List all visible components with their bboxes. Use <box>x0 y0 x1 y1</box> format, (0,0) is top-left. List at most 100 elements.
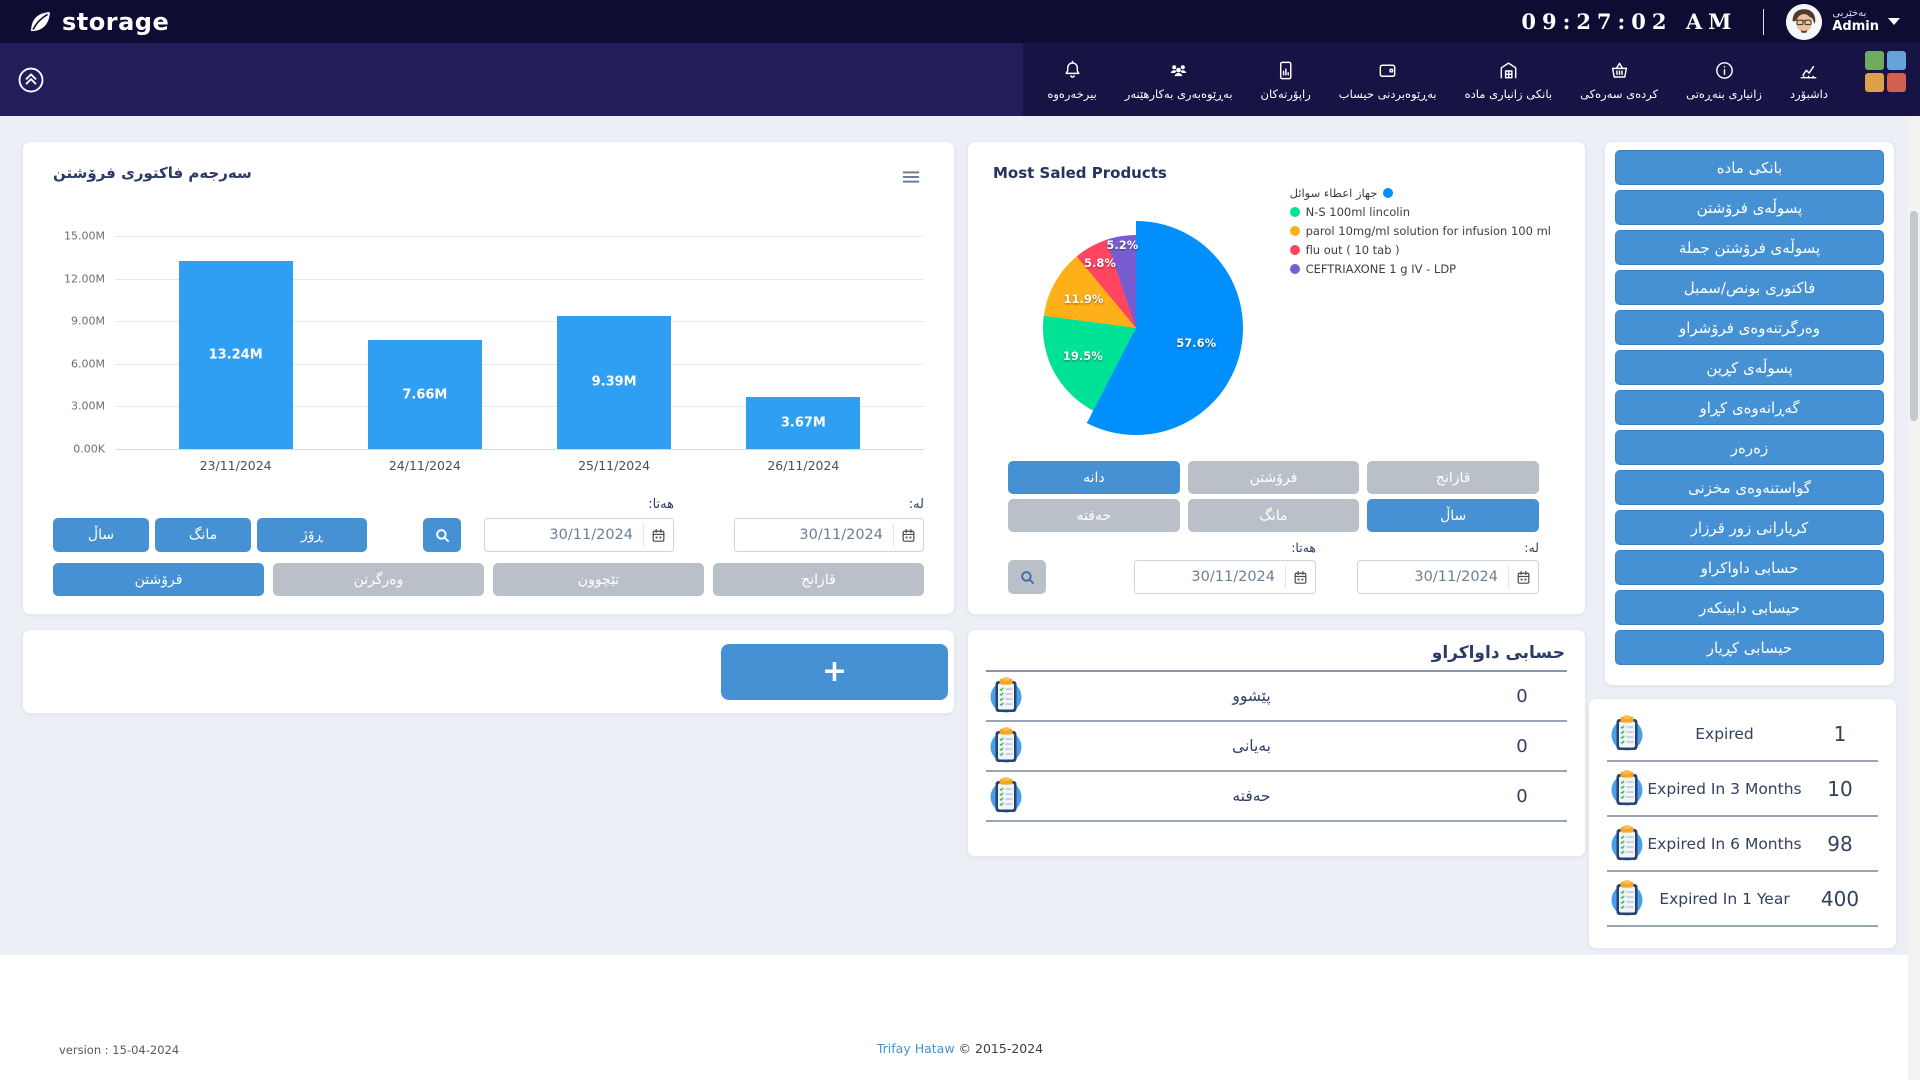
list-item-value: 0 <box>1516 785 1528 807</box>
bar-24-11-2024[interactable]: 7.66M <box>367 340 482 449</box>
clipboard-icon <box>1607 714 1647 754</box>
cost-type-button[interactable]: تێچوون <box>493 563 704 596</box>
from-date-input[interactable]: 30/11/2024 <box>1357 560 1539 594</box>
brand-link[interactable]: Trifay Hataw <box>876 1041 955 1056</box>
legend-item[interactable]: N-S 100ml lincolin <box>1289 205 1551 219</box>
warehouse-icon <box>1497 59 1520 82</box>
y-tick: 12.00M <box>64 272 105 286</box>
clipboard-icon <box>986 776 1026 816</box>
sidebar-item-loss[interactable]: زەرەر <box>1615 430 1884 465</box>
clipboard-icon <box>1607 824 1647 864</box>
bar-26-11-2024[interactable]: 3.67M <box>746 396 861 449</box>
chart-menu-icon[interactable] <box>898 164 924 194</box>
receive-type-button[interactable]: وەرگرتن <box>273 563 484 596</box>
to-date-input[interactable]: 30/11/2024 <box>484 518 674 552</box>
list-item-week[interactable]: حەفتە 0 <box>986 772 1567 822</box>
sidebar-item-requested-account[interactable]: حسابی داواکراو <box>1615 550 1884 585</box>
profit-type-button[interactable]: قازانج <box>713 563 924 596</box>
legend-dot <box>1289 245 1300 255</box>
sales-chart-title: سەرجەم فاکتوری فرۆشتن <box>53 164 252 182</box>
sales-chart-card: سەرجەم فاکتوری فرۆشتن 15.00M 12.00M 9.00… <box>22 141 955 615</box>
sidebar-item-wholesale-invoice[interactable]: پسوڵەی فرۆشتن جملة <box>1615 230 1884 265</box>
username: Admin <box>1832 18 1879 34</box>
sidebar-item-sales-return[interactable]: وەرگرتنەوەی فرۆشراو <box>1615 310 1884 345</box>
y-tick: 0.00K <box>73 442 105 456</box>
nav-item-basic-info[interactable]: زانیاری بنەڕەتی <box>1686 59 1762 101</box>
legend-label: flu out ( 10 tab ) <box>1305 243 1400 257</box>
bar-23-11-2024[interactable]: 13.24M <box>178 261 293 449</box>
sidebar-item-bonus-invoice[interactable]: فاکتوری بونص/سمبل <box>1615 270 1884 305</box>
version-text: version : 15-04-2024 <box>59 1043 180 1057</box>
plot-area: 13.24M 7.66M 9.39M 3.67M <box>115 236 924 450</box>
list-item-expired-3-months[interactable]: Expired In 3 Months 10 <box>1607 762 1878 817</box>
nav-item-main-operations[interactable]: کردەی سەرەکی <box>1580 59 1658 101</box>
calendar-icon <box>1285 566 1315 588</box>
nav-bar: بیرخەرەوە بەڕێوەبەری بەکارهێنەر راپۆرتەک… <box>0 43 1920 116</box>
sidebar-item-debtor-customers[interactable]: کریارانی زور قرزار <box>1615 510 1884 545</box>
nav-item-label: بەڕێوەبردنی حیساب <box>1338 86 1437 101</box>
sidebar-item-material-bank[interactable]: بانکی ماده <box>1615 150 1884 185</box>
nav-item-reports[interactable]: راپۆرتەکان <box>1261 59 1311 101</box>
sidebar-item-purchase-invoice[interactable]: پسوڵەی کڕین <box>1615 350 1884 385</box>
add-button[interactable]: + <box>721 643 948 700</box>
unit-button[interactable]: دانه <box>1008 461 1180 494</box>
nav-item-reminder[interactable]: بیرخەرەوە <box>1047 59 1097 101</box>
legend-item[interactable]: flu out ( 10 tab ) <box>1289 243 1551 257</box>
year-button[interactable]: ساڵ <box>53 518 149 552</box>
sales-type-button[interactable]: فرۆشتن <box>53 563 264 596</box>
search-icon <box>433 526 452 545</box>
legend-item[interactable]: جهاز اعطاء سوائل <box>1290 186 1551 200</box>
collapse-menu-button[interactable] <box>16 65 46 95</box>
pie-legend: جهاز اعطاء سوائل N-S 100ml lincolin paro… <box>1289 186 1551 276</box>
copyright-text: © 2015-2024 <box>958 1041 1044 1056</box>
search-button[interactable] <box>423 518 461 552</box>
pie-slice-label: 5.8% <box>1083 256 1116 271</box>
list-item-expired-6-months[interactable]: Expired In 6 Months 98 <box>1607 817 1878 872</box>
sidebar-item-customer-account[interactable]: حیسابی کڕیار <box>1615 630 1884 665</box>
clock: 09:27:02 AM <box>1521 9 1738 34</box>
dashboard-icon <box>1797 59 1820 82</box>
bar-25-11-2024[interactable]: 9.39M <box>557 315 672 449</box>
nav-item-dashboard[interactable]: داشبۆرد <box>1790 59 1828 101</box>
sidebar-item-purchase-return[interactable]: گەڕانەوەی کڕاو <box>1615 390 1884 425</box>
apps-grid-icon[interactable] <box>1864 50 1908 94</box>
scrollbar-thumb[interactable] <box>1910 211 1918 421</box>
sidebar-item-sales-invoice[interactable]: پسوڵەی فرۆشتن <box>1615 190 1884 225</box>
nav-item-material-bank[interactable]: بانکی زانیاری ماده <box>1465 59 1552 101</box>
list-item-expired-1-year[interactable]: Expired In 1 Year 400 <box>1607 872 1878 927</box>
sales-button[interactable]: فرۆشتن <box>1187 461 1360 494</box>
to-date-label: هەتا: <box>1291 540 1316 555</box>
list-item-tomorrow[interactable]: بەیانی 0 <box>986 722 1567 772</box>
day-button[interactable]: ڕۆژ <box>257 518 367 552</box>
bar-value-label: 7.66M <box>402 387 448 403</box>
most-saled-products-card: Most Saled Products جهاز اعطاء سوائل N-S… <box>967 141 1586 615</box>
pie-chart[interactable]: 57.6% 19.5% 11.9% 5.8% 5.2% <box>1029 221 1243 435</box>
legend-label: parol 10mg/ml solution for infusion 100 … <box>1305 224 1551 238</box>
list-item-previous[interactable]: پێشوو 0 <box>986 672 1567 722</box>
search-button[interactable] <box>1008 560 1046 594</box>
nav-item-account-management[interactable]: بەڕێوەبردنی حیساب <box>1339 59 1437 101</box>
to-date-input[interactable]: 30/11/2024 <box>1134 560 1316 594</box>
sidebar-item-stock-transfer[interactable]: گواستنەوەی مخزنی <box>1615 470 1884 505</box>
nav-item-user-manager[interactable]: بەڕێوەبەری بەکارهێنەر <box>1125 59 1233 101</box>
week-button[interactable]: حەفتە <box>1008 499 1180 532</box>
year-button[interactable]: ساڵ <box>1367 499 1540 532</box>
pie-slice-label: 19.5% <box>1062 348 1103 363</box>
month-button[interactable]: مانگ <box>1187 499 1360 532</box>
month-button[interactable]: مانگ <box>155 518 251 552</box>
legend-item[interactable]: parol 10mg/ml solution for infusion 100 … <box>1289 224 1551 238</box>
profit-button[interactable]: قازانج <box>1367 461 1540 494</box>
from-date-input[interactable]: 30/11/2024 <box>734 518 924 552</box>
bar-value-label: 3.67M <box>780 415 826 431</box>
main-content: سەرجەم فاکتوری فرۆشتن 15.00M 12.00M 9.00… <box>0 116 1920 955</box>
list-item-label: Expired In 1 Year <box>1659 889 1790 908</box>
pie-chart-title: Most Saled Products <box>993 164 1167 182</box>
legend-item[interactable]: CEFTRIAXONE 1 g IV - LDP <box>1289 262 1551 276</box>
avatar[interactable] <box>1786 3 1823 40</box>
user-menu[interactable]: بەخێربی Admin <box>1822 8 1920 34</box>
list-item-label: بەیانی <box>1232 737 1271 755</box>
clipboard-icon <box>986 726 1026 766</box>
greeting-text: بەخێربی <box>1832 8 1867 20</box>
list-item-expired[interactable]: Expired 1 <box>1607 707 1878 762</box>
sidebar-item-supplier-account[interactable]: حیسابی دابینکەر <box>1615 590 1884 625</box>
